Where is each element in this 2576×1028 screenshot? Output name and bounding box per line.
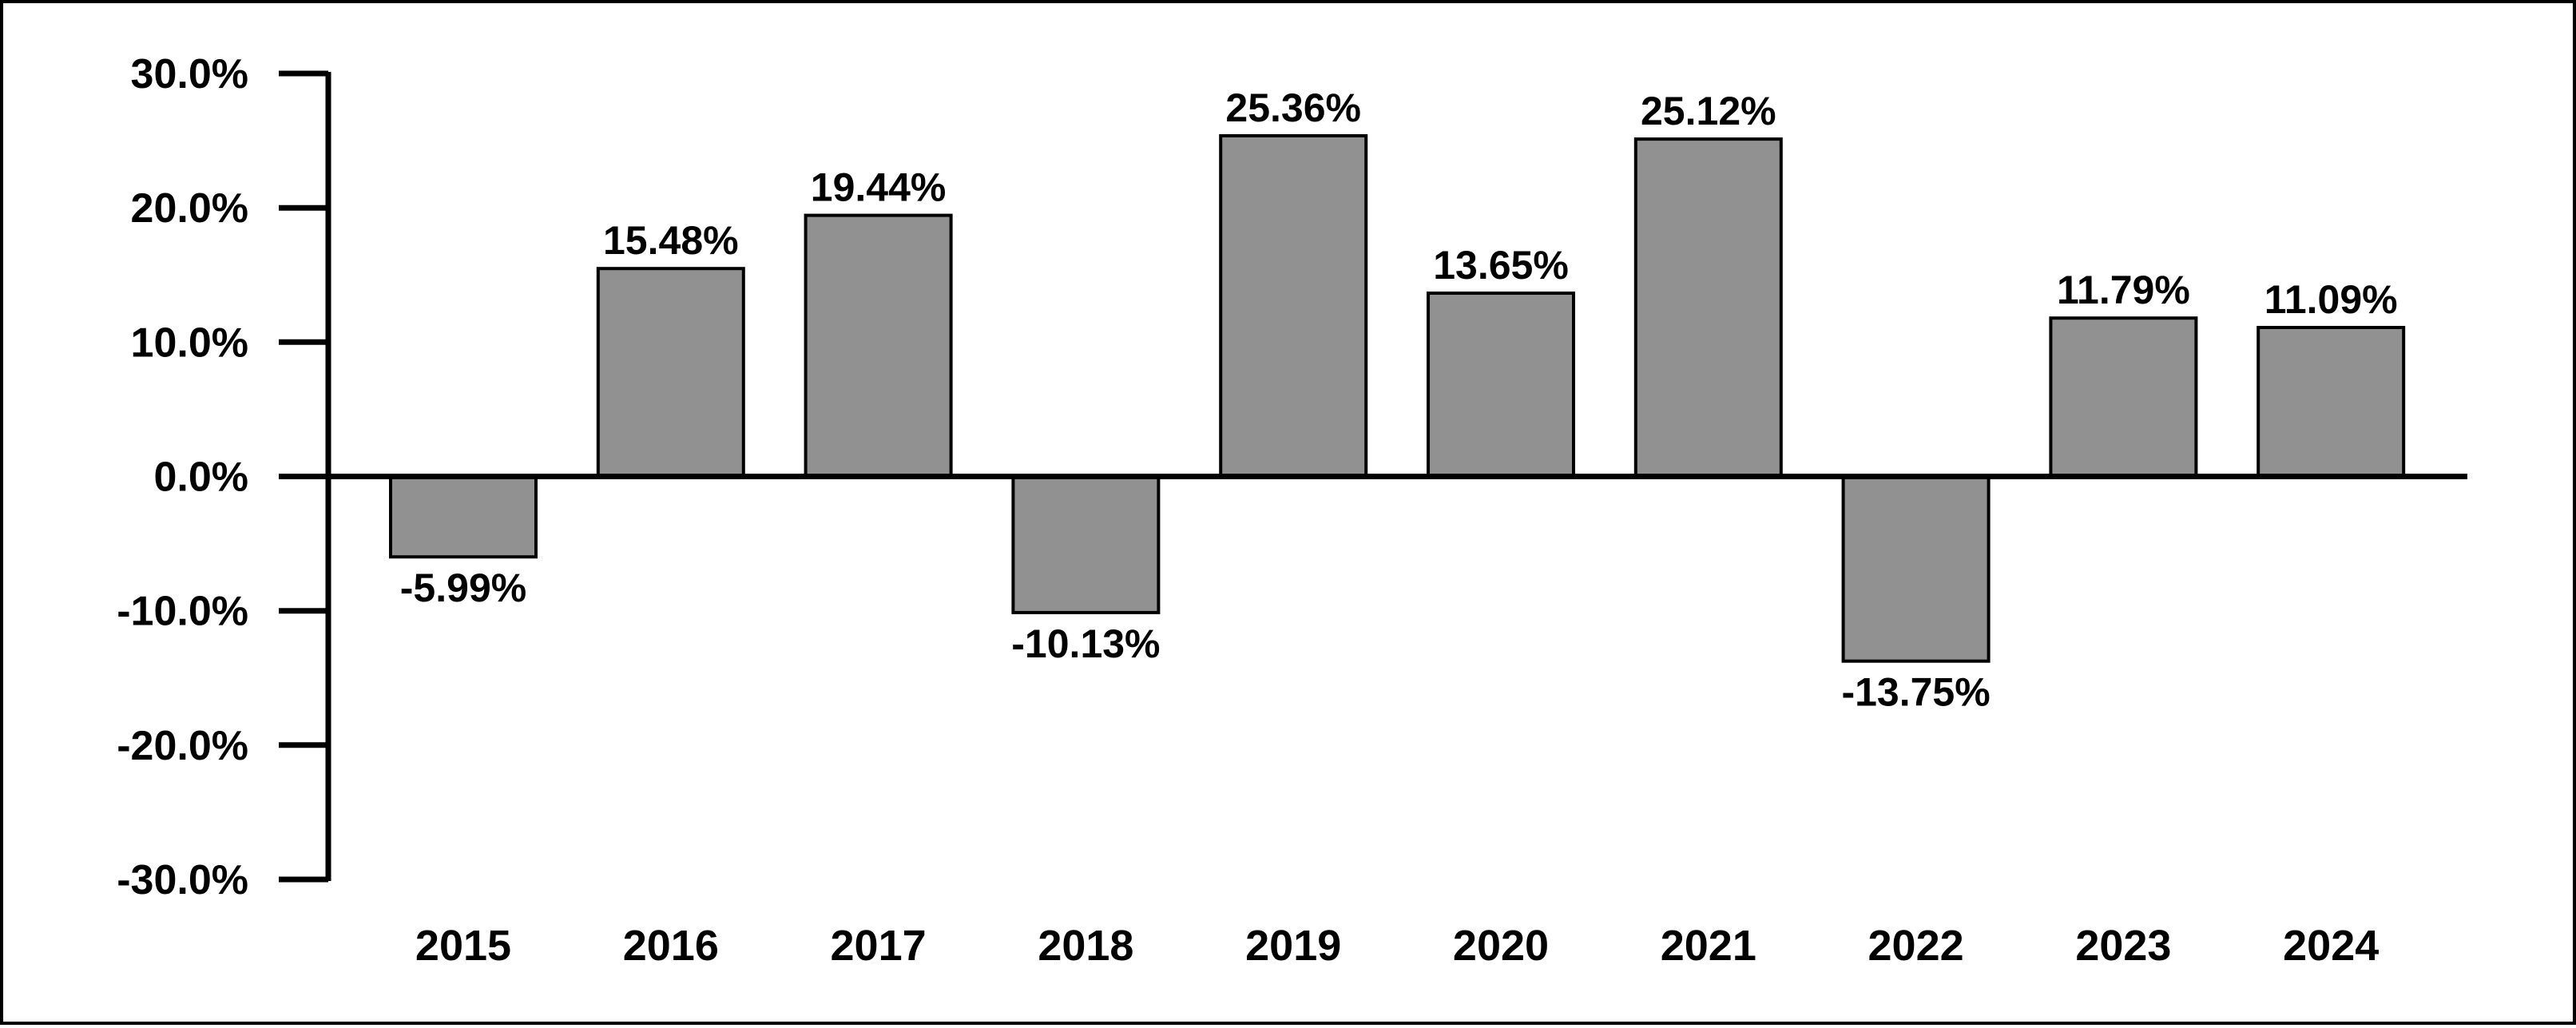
data-label: 25.12% (1641, 89, 1776, 133)
x-tick-label: 2023 (2075, 922, 2171, 970)
x-tick-label: 2024 (2283, 922, 2379, 970)
y-tick-label: -10.0% (117, 589, 248, 635)
data-label: -13.75% (1841, 670, 1990, 715)
data-label: 15.48% (603, 218, 739, 263)
axes-layer (279, 70, 2467, 883)
x-tick-label: 2017 (831, 922, 927, 970)
bar (596, 267, 745, 478)
bar (1219, 134, 1368, 478)
y-tick-label: 0.0% (153, 454, 248, 501)
bar (1633, 137, 1783, 478)
y-tick-label: 20.0% (131, 185, 248, 232)
data-label: -5.99% (400, 566, 526, 610)
x-tick-label: 2021 (1661, 922, 1756, 970)
bar (389, 474, 538, 559)
x-tick-label: 2022 (1868, 922, 1964, 970)
bar (804, 213, 953, 478)
x-tick-label: 2019 (1245, 922, 1341, 970)
x-tick-label: 2015 (415, 922, 511, 970)
bar (1011, 474, 1161, 614)
data-label: 19.44% (811, 165, 947, 210)
data-label: -10.13% (1011, 621, 1160, 666)
data-label: 13.65% (1433, 243, 1569, 288)
x-tick-label: 2020 (1453, 922, 1549, 970)
y-tick-label: 10.0% (131, 320, 248, 366)
bar (2256, 326, 2406, 478)
data-label: 11.79% (2057, 268, 2190, 312)
bar-chart: -5.99% 2015 15.48% 2016 19.44% 2017 -10.13% 201… (117, 51, 2467, 970)
x-tick-label: 2018 (1038, 922, 1133, 970)
data-label: 11.09% (2264, 277, 2398, 322)
y-tick-label: 30.0% (131, 51, 248, 97)
y-tick-label: -20.0% (117, 723, 248, 769)
bar (2049, 316, 2198, 478)
y-tick-label: -30.0% (117, 857, 248, 903)
bar (1841, 474, 1991, 663)
labels-layer: -5.99% 2015 15.48% 2016 19.44% 2017 -10.13% 201… (117, 51, 2397, 970)
bars-layer (389, 134, 2406, 663)
bar (1427, 292, 1575, 478)
x-tick-label: 2016 (623, 922, 719, 970)
data-label: 25.36% (1225, 85, 1361, 130)
